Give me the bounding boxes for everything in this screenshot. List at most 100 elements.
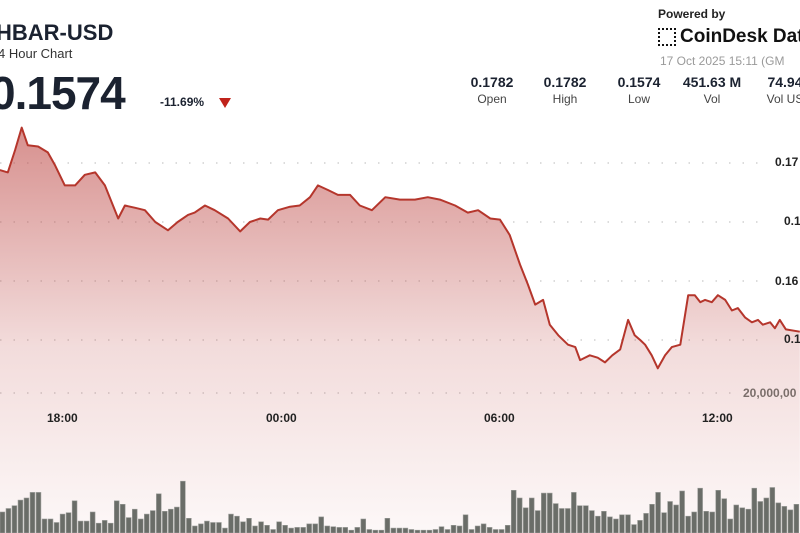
stat-value: 0.1574	[617, 74, 661, 90]
volume-bar	[793, 503, 800, 533]
volume-bar	[174, 506, 180, 533]
timestamp: 17 Oct 2025 15:11 (GM	[660, 54, 785, 68]
stat-label: Vol	[703, 92, 721, 106]
volume-bar	[685, 515, 691, 533]
volume-bar	[745, 508, 751, 533]
volume-bar	[402, 527, 409, 533]
volume-bar	[270, 529, 276, 533]
volume-bar	[150, 510, 156, 533]
volume-bar	[132, 508, 138, 533]
volume-bar	[553, 503, 559, 533]
volume-bar	[360, 518, 367, 533]
volume-bar	[577, 505, 583, 533]
x-tick-label: 12:00	[702, 411, 733, 425]
volume-bar	[77, 520, 84, 533]
volume-bar	[631, 524, 637, 533]
volume-bar	[559, 508, 565, 533]
volume-bar	[186, 517, 192, 533]
stat-value: 451.63 M	[682, 74, 742, 90]
volume-bar	[649, 503, 655, 533]
volume-bar	[781, 506, 788, 533]
volume-bar	[288, 527, 294, 533]
volume-bar	[354, 527, 361, 533]
volume-bar	[330, 526, 336, 533]
volume-bar	[47, 518, 54, 533]
volume-bar	[252, 525, 258, 533]
volume-bar	[426, 529, 433, 533]
volume-bar	[198, 523, 204, 533]
stat-label: Vol US	[766, 92, 800, 106]
volume-bar	[258, 521, 264, 533]
x-tick-label: 06:00	[484, 411, 515, 425]
volume-bar	[691, 511, 697, 533]
volume-bar	[408, 529, 415, 533]
y-tick-label: 0.1	[784, 214, 800, 228]
volume-bar	[156, 493, 162, 533]
volume-bar	[462, 514, 469, 533]
stat-low: 0.1574 Low	[604, 74, 674, 106]
x-tick-label: 18:00	[47, 411, 78, 425]
brand-name: CoinDesk Dat	[680, 26, 800, 47]
x-tick-label: 00:00	[266, 411, 297, 425]
volume-bar	[721, 498, 727, 533]
volume-bar	[480, 523, 487, 533]
volume-bar	[222, 527, 228, 533]
symbol-title: HBAR-USD	[0, 20, 114, 45]
volume-bar	[138, 518, 144, 533]
down-arrow-icon	[219, 98, 231, 108]
volume-bar	[312, 523, 318, 533]
stat-label: High	[552, 92, 578, 106]
volume-bar	[204, 520, 210, 533]
volume-bar	[372, 529, 379, 533]
volume-bar	[613, 518, 619, 533]
volume-bar	[120, 503, 126, 533]
volume-bar	[378, 529, 385, 533]
volume-bar	[420, 529, 427, 533]
volume-bar	[438, 526, 445, 533]
y-tick-label: 0.16	[775, 274, 799, 288]
volume-bar	[510, 489, 517, 533]
coindesk-logo-icon	[658, 28, 676, 46]
volume-bar	[751, 487, 758, 533]
volume-bar	[739, 507, 745, 533]
volume-bar	[414, 529, 421, 533]
volume-bar	[529, 497, 535, 533]
volume-bar	[535, 510, 541, 533]
volume-bar	[294, 527, 300, 533]
volume-bar	[619, 514, 625, 533]
volume-bar	[516, 497, 523, 533]
volume-bar	[384, 517, 391, 533]
volume-bar	[89, 511, 96, 533]
volume-bar	[234, 515, 240, 533]
volume-bar	[757, 501, 764, 533]
volume-bar	[126, 517, 132, 533]
volume-bar	[390, 527, 397, 533]
volume-bar	[0, 511, 6, 533]
volume-bar	[541, 492, 547, 533]
volume-bar	[107, 522, 114, 533]
stat-label: Open	[477, 92, 507, 106]
stat-vol-usd: 74.94 Vol US	[750, 74, 800, 106]
volume-bar	[17, 499, 24, 533]
volume-bar	[583, 505, 589, 533]
volume-bar	[547, 492, 553, 533]
volume-bar	[498, 529, 505, 533]
brand-logo: CoinDesk Dat	[658, 26, 800, 48]
volume-bar	[787, 509, 794, 533]
volume-bar	[450, 524, 457, 533]
volume-bar	[625, 514, 631, 533]
volume-bar	[655, 492, 661, 533]
volume-bar	[35, 492, 42, 533]
price-area	[0, 127, 800, 533]
powered-by: Powered by	[658, 7, 726, 21]
volume-bar	[444, 529, 451, 533]
volume-bar	[468, 529, 475, 533]
volume-bar	[607, 516, 613, 533]
stat-high: 0.1782 High	[530, 74, 600, 106]
volume-bar	[300, 527, 306, 533]
volume-bar	[324, 525, 330, 533]
volume-bar	[589, 510, 595, 533]
volume-bar	[601, 510, 607, 533]
volume-bar	[336, 527, 342, 533]
volume-bar	[523, 507, 529, 533]
